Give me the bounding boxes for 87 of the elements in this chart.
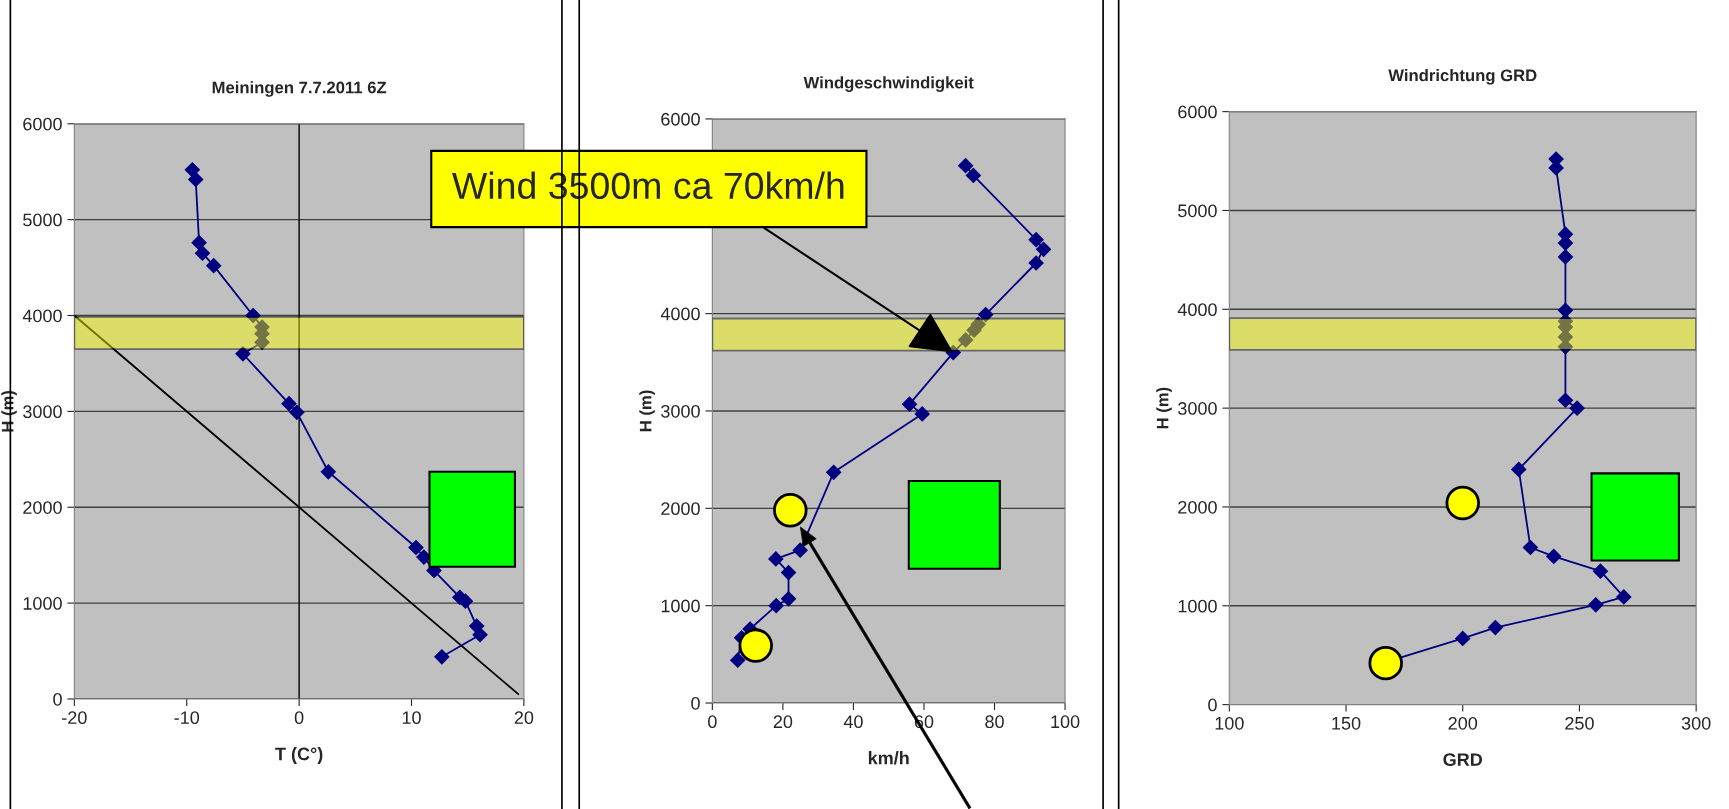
y-tick-label: 1000: [661, 599, 700, 613]
point: [206, 258, 222, 274]
x-tick-label: -20: [62, 711, 87, 725]
point: [1028, 232, 1044, 248]
point: [768, 551, 784, 567]
point: [730, 652, 746, 668]
y-tick-label: 0: [691, 696, 700, 710]
point: [780, 565, 797, 581]
x-axis-title: GRD: [1443, 753, 1483, 766]
x-axis-title: km/h: [868, 751, 909, 765]
point: [472, 627, 488, 643]
point: [320, 464, 336, 480]
point: [1445, 485, 1480, 521]
y-axis-title: H (m): [1156, 387, 1172, 429]
point: [434, 649, 450, 665]
point: [289, 404, 305, 420]
x-tick-label: 100: [1051, 715, 1080, 729]
point: [1592, 563, 1609, 579]
point: [235, 346, 251, 362]
y-tick-label: 0: [1208, 698, 1217, 712]
x-tick-label: 0: [708, 715, 717, 729]
y-tick-label: 4000: [660, 307, 700, 321]
point: [958, 158, 974, 174]
y-tick-label: 6000: [661, 112, 700, 126]
point: [773, 493, 808, 528]
x-tick-label: 150: [1332, 716, 1361, 730]
point: [1028, 255, 1044, 271]
point: [826, 464, 842, 480]
y-tick-label: 2000: [661, 502, 700, 516]
y-tick-label: 0: [53, 692, 62, 706]
point: [281, 396, 297, 412]
y-tick-label: 3000: [23, 405, 62, 419]
x-axis-title: T (C°): [275, 747, 323, 764]
point: [1455, 630, 1471, 646]
point: [768, 598, 784, 614]
y-tick-label: 2000: [1178, 500, 1217, 514]
point: [188, 171, 204, 187]
x-tick-label: 250: [1565, 716, 1594, 730]
y-tick-label: 4000: [22, 309, 62, 323]
point: [780, 591, 797, 607]
point: [1588, 597, 1604, 613]
point: [901, 396, 918, 412]
point: [1522, 539, 1539, 556]
y-tick-label: 5000: [23, 213, 62, 227]
point: [191, 235, 207, 251]
point: [1616, 589, 1632, 605]
x-tick-label: 20: [514, 711, 534, 725]
point: [792, 542, 808, 558]
y-tick-label: 1000: [1178, 599, 1217, 613]
chart-title: Meiningen 7.7.2011 6Z: [212, 81, 387, 97]
point: [1035, 241, 1052, 257]
point: [978, 307, 994, 323]
point: [1557, 249, 1574, 265]
point: [1569, 400, 1585, 416]
y-tick-label: 1000: [23, 597, 62, 610]
point: [1487, 619, 1503, 636]
point: [965, 167, 981, 183]
x-tick-label: 80: [985, 715, 1004, 729]
x-tick-label: 0: [294, 711, 304, 725]
point: [738, 628, 773, 663]
point: [958, 332, 974, 348]
point: [184, 162, 200, 178]
chart-title: Windgeschwindigkeit: [803, 76, 974, 92]
x-tick-label: 100: [1215, 716, 1244, 730]
x-tick-label: 10: [402, 711, 421, 725]
point: [1368, 645, 1403, 681]
x-tick-label: 40: [843, 715, 863, 729]
point: [408, 539, 424, 556]
y-tick-label: 3000: [1178, 402, 1217, 415]
x-tick-label: -10: [174, 711, 200, 725]
point: [245, 307, 261, 324]
point: [1511, 461, 1527, 477]
point: [194, 245, 211, 261]
y-tick-label: 5000: [1178, 204, 1217, 218]
chart-title: Windrichtung GRD: [1388, 69, 1537, 85]
x-tick-label: 200: [1448, 716, 1478, 730]
point: [914, 406, 930, 422]
point: [1546, 548, 1562, 564]
y-tick-label: 6000: [1178, 105, 1217, 119]
point: [1557, 392, 1574, 408]
y-tick-label: 2000: [23, 501, 62, 514]
x-tick-label: 20: [773, 715, 793, 729]
y-tick-label: 3000: [661, 404, 700, 418]
y-tick-label: 4000: [1177, 303, 1217, 317]
y-axis-title: H (m): [639, 390, 655, 432]
y-tick-label: 6000: [23, 117, 62, 131]
x-tick-label: 300: [1681, 716, 1711, 730]
